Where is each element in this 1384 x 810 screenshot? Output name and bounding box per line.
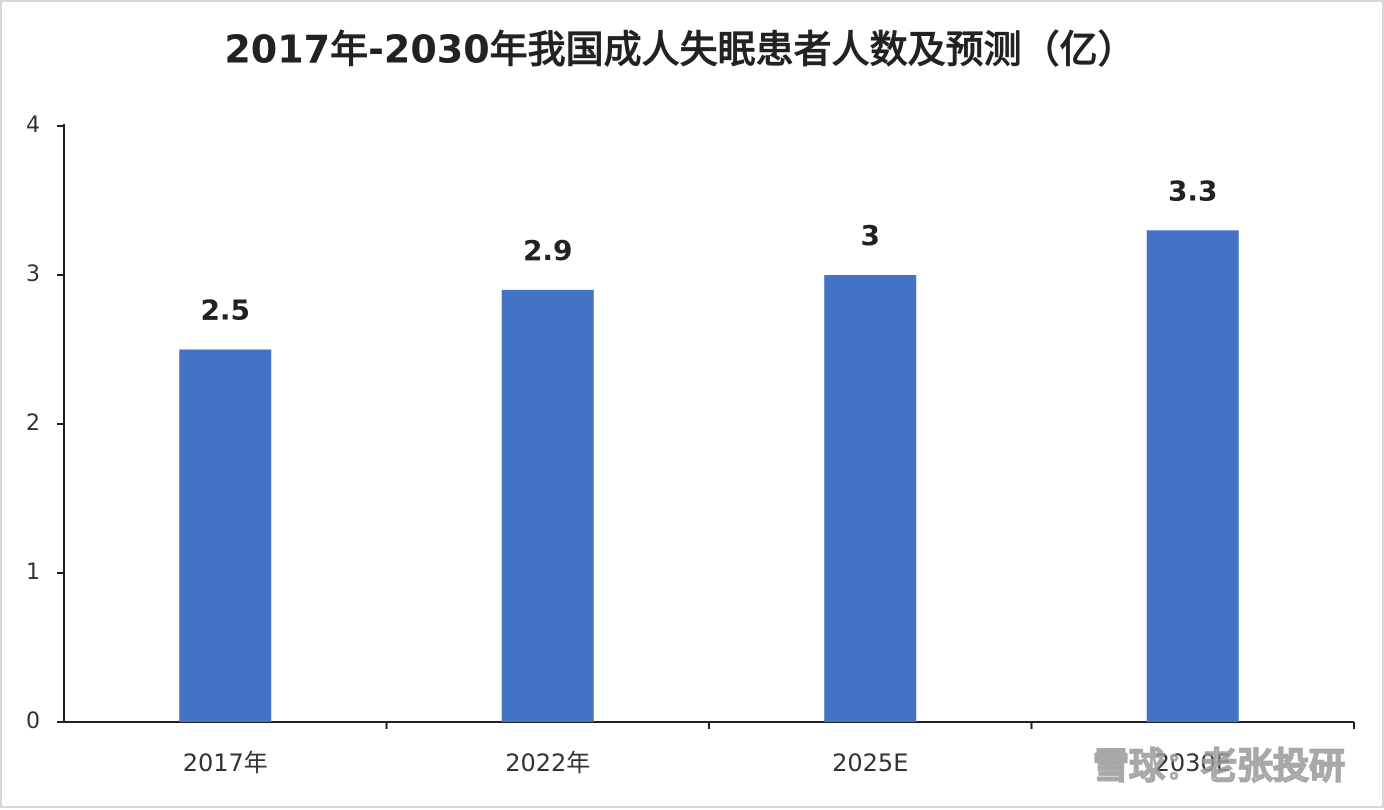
- y-tick-label: 3: [26, 262, 40, 287]
- y-tick-label: 4: [26, 113, 40, 138]
- value-label: 3: [861, 219, 880, 252]
- x-tick-label: 2030E: [1155, 749, 1231, 777]
- x-tick-label: 2017年: [183, 749, 268, 777]
- value-label: 2.9: [523, 234, 573, 267]
- y-tick-label: 1: [26, 560, 40, 585]
- bar: [501, 289, 594, 722]
- bar: [1146, 230, 1239, 723]
- y-tick-label: 0: [26, 709, 40, 734]
- bar: [179, 349, 272, 722]
- value-label: 2.5: [200, 294, 250, 327]
- watermark: 雪球：老张投研: [1093, 746, 1345, 787]
- x-tick-label: 2025E: [832, 749, 908, 777]
- chart-title: 2017年-2030年我国成人失眠患者人数及预测（亿）: [224, 28, 1135, 72]
- value-label: 3.3: [1168, 174, 1218, 207]
- x-tick-label: 2022年: [505, 749, 590, 777]
- bar: [824, 275, 917, 722]
- y-tick-label: 2: [26, 411, 40, 436]
